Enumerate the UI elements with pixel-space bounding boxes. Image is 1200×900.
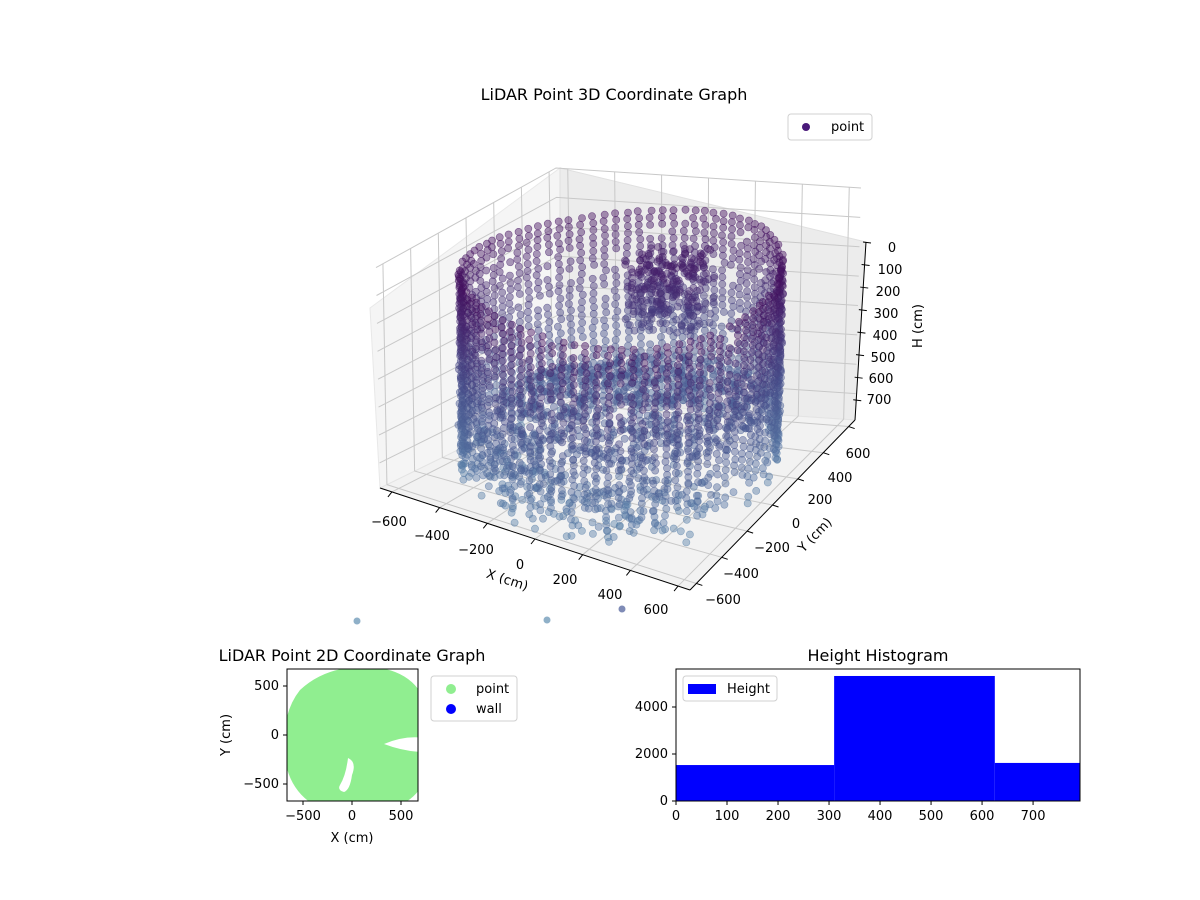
histogram-ticks: 0 100 200 300 400 500 600 700 0 2000 4000 <box>635 700 1046 824</box>
svg-text:−200: −200 <box>458 543 494 558</box>
legend-wall-label: wall <box>476 702 502 717</box>
plot-2d: LiDAR Point 2D Coordinate Graph −500 0 5… <box>219 646 518 846</box>
histogram-bar <box>834 675 995 801</box>
svg-text:400: 400 <box>873 329 898 344</box>
svg-text:4000: 4000 <box>635 700 668 715</box>
svg-text:200: 200 <box>766 809 791 824</box>
svg-text:100: 100 <box>878 263 903 278</box>
legend-point-label: point <box>831 120 864 135</box>
plot-3d-title: LiDAR Point 3D Coordinate Graph <box>481 85 748 104</box>
svg-text:−200: −200 <box>754 541 790 556</box>
y-tick-labels: −600 −400 −200 0 200 400 600 <box>705 447 870 608</box>
histogram-legend: Height <box>682 675 778 702</box>
svg-text:−600: −600 <box>705 593 741 608</box>
svg-text:400: 400 <box>828 471 853 486</box>
svg-text:300: 300 <box>874 307 899 322</box>
plot-2d-title: LiDAR Point 2D Coordinate Graph <box>219 646 486 665</box>
svg-text:500: 500 <box>919 809 944 824</box>
svg-text:500: 500 <box>389 809 414 824</box>
plot-histogram: Height Histogram 0 100 200 300 400 500 600 7000… <box>635 646 1081 824</box>
svg-text:700: 700 <box>867 393 892 408</box>
svg-text:100: 100 <box>715 809 740 824</box>
svg-text:−400: −400 <box>723 567 759 582</box>
legend-height-label: Height <box>727 682 770 697</box>
svg-text:0: 0 <box>792 517 800 532</box>
svg-text:600: 600 <box>846 447 871 462</box>
svg-text:600: 600 <box>869 372 894 387</box>
scatter-points-2d <box>287 669 418 801</box>
svg-text:−400: −400 <box>414 529 450 544</box>
svg-text:700: 700 <box>1021 809 1046 824</box>
histogram-bar <box>676 765 835 801</box>
stray-point <box>618 605 626 613</box>
svg-text:0: 0 <box>660 794 668 809</box>
z-tick-labels: 0 100 200 300 400 500 600 700 <box>867 241 903 408</box>
svg-text:2000: 2000 <box>635 747 668 762</box>
z-axis-line <box>854 241 867 421</box>
histogram-bar <box>994 762 1080 801</box>
svg-text:0: 0 <box>888 241 896 256</box>
plot-3d-legend: point <box>787 113 873 141</box>
svg-text:0: 0 <box>348 809 356 824</box>
plot-2d-legend: point wall <box>430 675 518 722</box>
svg-text:600: 600 <box>644 603 669 618</box>
plot-2d-y-label: Y (cm) <box>219 714 234 757</box>
histogram-title: Height Histogram <box>808 646 949 665</box>
legend-wall-marker <box>446 704 456 714</box>
x-tick-labels: −600 −400 −200 0 200 400 600 <box>371 515 668 618</box>
svg-text:−600: −600 <box>371 515 407 530</box>
scatter-points-3d <box>454 205 787 547</box>
svg-text:600: 600 <box>970 809 995 824</box>
svg-text:200: 200 <box>808 493 833 508</box>
svg-text:400: 400 <box>868 809 893 824</box>
legend-point-marker <box>802 123 810 131</box>
svg-text:300: 300 <box>817 809 842 824</box>
svg-text:400: 400 <box>598 588 623 603</box>
plot-2d-ticks <box>283 685 402 805</box>
svg-text:500: 500 <box>254 679 279 694</box>
y-axis-label: Y (cm) <box>795 515 836 556</box>
svg-text:0: 0 <box>271 728 279 743</box>
svg-text:0: 0 <box>516 558 524 573</box>
plot-2d-x-label: X (cm) <box>331 831 374 846</box>
plot-3d: LiDAR Point 3D Coordinate Graph −600 −40… <box>353 85 926 625</box>
svg-text:200: 200 <box>553 573 578 588</box>
stray-point <box>543 616 551 624</box>
svg-text:0: 0 <box>672 809 680 824</box>
legend-point-marker <box>446 684 456 694</box>
z-axis-label: H (cm) <box>911 304 926 348</box>
legend-height-swatch <box>688 684 716 694</box>
svg-text:−500: −500 <box>243 777 279 792</box>
legend-point-label: point <box>476 682 509 697</box>
svg-text:200: 200 <box>876 285 901 300</box>
svg-text:−500: −500 <box>285 809 321 824</box>
svg-text:500: 500 <box>871 351 896 366</box>
histogram-bars <box>676 675 1080 801</box>
stray-point <box>353 617 361 625</box>
ticks-3d <box>387 241 872 592</box>
